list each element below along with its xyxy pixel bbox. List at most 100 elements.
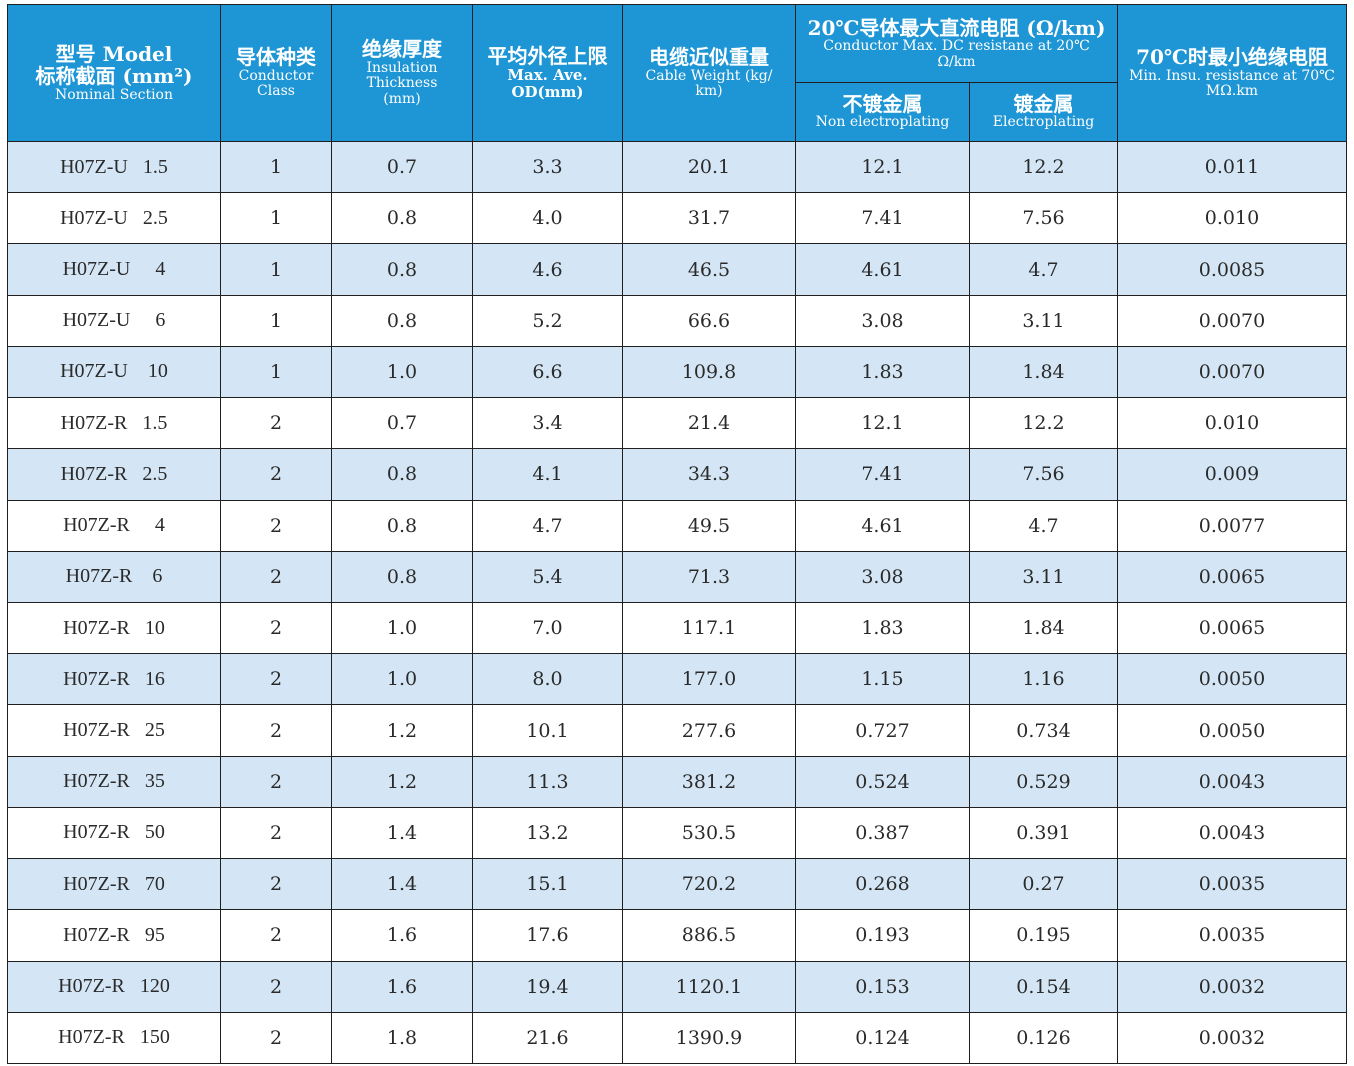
header-plating-cn: 镀金属	[1013, 91, 1074, 116]
cell-weight: 21.4	[622, 397, 796, 450]
cell-resistance-non-plating: 0.387	[795, 806, 970, 860]
cell-weight: 20.1	[622, 140, 796, 194]
table-row: H07Z-R 120 2 1.6 19.4 1120.1 0.153 0.154 0.0032	[7, 960, 1347, 1013]
cell-class: 2	[220, 960, 332, 1013]
table-row: H07Z-U 10 1 1.0 6.6 109.8 1.83 1.84 0.0070	[7, 345, 1347, 399]
cell-resistance-plating: 0.27	[969, 858, 1118, 911]
cell-resistance-non-plating: 0.727	[795, 704, 970, 757]
cell-weight: 1390.9	[622, 1011, 796, 1065]
header-od-en1: Max. Ave.	[507, 66, 588, 85]
cell-model: H07Z-U 4	[7, 243, 221, 296]
cell-insulation-resistance: 0.011	[1117, 140, 1347, 194]
cell-model: H07Z-R 35	[7, 755, 221, 808]
cell-weight: 720.2	[622, 858, 796, 911]
cell-weight: 177.0	[622, 653, 796, 706]
cable-spec-table: 型号 Model 标称截面 (mm²) Nominal Section 导体种类…	[7, 4, 1347, 1065]
cell-od: 4.6	[472, 243, 623, 296]
cell-class: 1	[220, 243, 332, 296]
cell-od: 5.4	[472, 550, 623, 603]
header-non-plating: 不镀金属 Non electroplating	[795, 82, 970, 142]
table-row: H07Z-R 2.5 2 0.8 4.1 34.3 7.41 7.56 0.009	[7, 448, 1347, 501]
cell-weight: 886.5	[622, 909, 796, 962]
table-row: H07Z-R 150 2 1.8 21.6 1390.9 0.124 0.126 0.0032	[7, 1011, 1347, 1065]
cell-resistance-non-plating: 12.1	[795, 140, 970, 194]
cell-insulation: 0.8	[331, 294, 473, 347]
cell-resistance-non-plating: 4.61	[795, 243, 970, 296]
cell-class: 2	[220, 704, 332, 757]
cell-model: H07Z-R 6	[7, 550, 221, 603]
table-row: H07Z-R 50 2 1.4 13.2 530.5 0.387 0.391 0.0043	[7, 806, 1347, 860]
cell-model: H07Z-R 50	[7, 806, 221, 860]
cell-weight: 49.5	[622, 499, 796, 552]
cell-insulation: 1.4	[331, 858, 473, 911]
cell-resistance-non-plating: 1.83	[795, 601, 970, 655]
cell-weight: 117.1	[622, 601, 796, 655]
cell-class: 2	[220, 601, 332, 655]
cell-resistance-plating: 7.56	[969, 192, 1118, 245]
cell-model: H07Z-R 25	[7, 704, 221, 757]
cell-od: 19.4	[472, 960, 623, 1013]
table-row: H07Z-U 2.5 1 0.8 4.0 31.7 7.41 7.56 0.010	[7, 192, 1347, 245]
header-weight-en1: Cable Weight (kg/	[645, 67, 773, 84]
cell-resistance-plating: 0.195	[969, 909, 1118, 962]
cell-od: 3.4	[472, 397, 623, 450]
header-insulation-en3: (mm)	[383, 91, 421, 108]
cell-class: 2	[220, 448, 332, 501]
table-row: H07Z-R 1.5 2 0.7 3.4 21.4 12.1 12.2 0.010	[7, 397, 1347, 450]
cell-class: 2	[220, 653, 332, 706]
cell-resistance-non-plating: 1.15	[795, 653, 970, 706]
header-insulation-cn: 绝缘厚度	[362, 37, 442, 62]
cell-resistance-non-plating: 3.08	[795, 550, 970, 603]
cell-resistance-non-plating: 7.41	[795, 192, 970, 245]
cell-model: H07Z-U 6	[7, 294, 221, 347]
cell-model: H07Z-U 2.5	[7, 192, 221, 245]
cell-class: 2	[220, 550, 332, 603]
cell-resistance-plating: 1.16	[969, 653, 1118, 706]
cell-resistance-plating: 12.2	[969, 140, 1118, 194]
cell-od: 13.2	[472, 806, 623, 860]
cell-insulation-resistance: 0.0065	[1117, 550, 1347, 603]
cell-insulation-resistance: 0.0035	[1117, 909, 1347, 962]
cell-insulation-resistance: 0.0032	[1117, 960, 1347, 1013]
cell-od: 4.0	[472, 192, 623, 245]
header-insulation-en1: Insulation	[366, 59, 438, 76]
cell-resistance-plating: 12.2	[969, 397, 1118, 450]
cell-insulation: 0.8	[331, 243, 473, 296]
cell-class: 1	[220, 294, 332, 347]
cell-od: 15.1	[472, 858, 623, 911]
cell-resistance-non-plating: 3.08	[795, 294, 970, 347]
cell-resistance-plating: 0.391	[969, 806, 1118, 860]
cell-weight: 34.3	[622, 448, 796, 501]
header-class-en2: Class	[257, 83, 295, 100]
cell-od: 3.3	[472, 140, 623, 194]
header-class-en1: Conductor	[238, 67, 314, 84]
header-class: 导体种类 Conductor Class	[220, 4, 332, 142]
cell-insulation: 1.4	[331, 806, 473, 860]
cell-class: 2	[220, 806, 332, 860]
table-row: H07Z-R 95 2 1.6 17.6 886.5 0.193 0.195 0.0035	[7, 909, 1347, 962]
header-resistance-cn: 20℃导体最大直流电阻 (Ω/km)	[807, 15, 1106, 40]
cell-model: H07Z-R 16	[7, 653, 221, 706]
cell-insulation: 0.7	[331, 397, 473, 450]
cell-resistance-plating: 0.734	[969, 704, 1118, 757]
cell-od: 6.6	[472, 345, 623, 399]
cell-insulation: 1.6	[331, 909, 473, 962]
header-insu-res-en1: Min. Insu. resistance at 70℃	[1129, 67, 1335, 84]
cell-class: 2	[220, 858, 332, 911]
header-od-en2: OD(mm)	[511, 83, 584, 102]
cell-resistance-plating: 3.11	[969, 294, 1118, 347]
cell-model: H07Z-R 150	[7, 1011, 221, 1065]
cell-weight: 381.2	[622, 755, 796, 808]
cell-model: H07Z-R 4	[7, 499, 221, 552]
cell-model: H07Z-R 120	[7, 960, 221, 1013]
cell-od: 17.6	[472, 909, 623, 962]
cell-insulation: 1.6	[331, 960, 473, 1013]
cell-resistance-non-plating: 0.193	[795, 909, 970, 962]
cell-class: 2	[220, 1011, 332, 1065]
table-row: H07Z-R 25 2 1.2 10.1 277.6 0.727 0.734 0.0050	[7, 704, 1347, 757]
header-insulation-resistance: 70℃时最小绝缘电阻 Min. Insu. resistance at 70℃ …	[1117, 4, 1347, 142]
header-model-cn: 型号 Model	[55, 41, 173, 66]
cell-resistance-non-plating: 7.41	[795, 448, 970, 501]
cell-resistance-non-plating: 4.61	[795, 499, 970, 552]
cell-insulation-resistance: 0.010	[1117, 192, 1347, 245]
